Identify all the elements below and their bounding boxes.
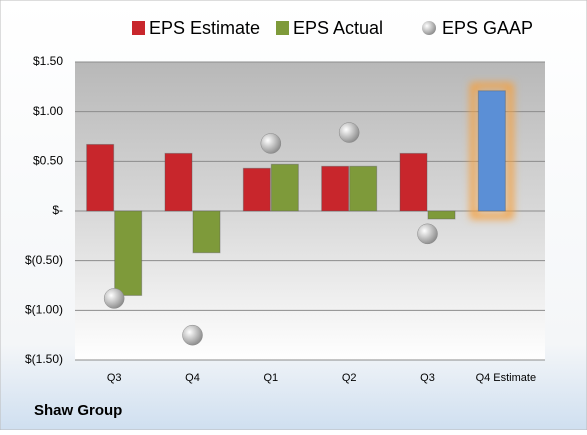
x-tick-label: Q2 [342, 372, 357, 384]
y-tick-label: $1.50 [33, 54, 63, 68]
y-tick-label: $(1.00) [25, 303, 63, 317]
gaap-marker [417, 223, 438, 245]
x-tick-label: Q3 [420, 372, 435, 384]
gaap-marker [182, 324, 203, 346]
y-tick-label: $0.50 [33, 154, 63, 168]
x-tick-label: Q3 [107, 372, 122, 384]
bar [114, 210, 143, 296]
y-tick-label: $(0.50) [25, 253, 63, 267]
bar [242, 167, 271, 212]
legend-label: EPS GAAP [442, 18, 533, 38]
gaap-marker [338, 122, 360, 143]
footer: Shaw Group [34, 402, 122, 419]
gaap-marker [103, 288, 125, 309]
bar [349, 165, 378, 212]
bar [164, 152, 193, 212]
legend-label: EPS Actual [293, 18, 383, 38]
bar [86, 143, 115, 212]
legend-label: EPS Estimate [149, 18, 260, 38]
y-tick-label: $(1.50) [25, 352, 63, 366]
y-tick-label: $1.00 [33, 104, 63, 118]
bar [399, 152, 428, 212]
x-tick-label: Q4 [185, 372, 200, 384]
bar [477, 90, 506, 212]
highlight-glow [470, 82, 514, 219]
legend-marker [132, 21, 145, 35]
bar [321, 165, 350, 212]
bar [427, 210, 456, 220]
legend-marker [276, 21, 289, 35]
legend-marker [422, 21, 436, 35]
x-tick-label: Q4 Estimate [476, 372, 537, 384]
bar [192, 210, 221, 254]
y-tick-label: $- [52, 203, 63, 217]
bar [270, 163, 299, 212]
gaap-marker [260, 133, 282, 154]
x-tick-label: Q1 [263, 372, 278, 384]
